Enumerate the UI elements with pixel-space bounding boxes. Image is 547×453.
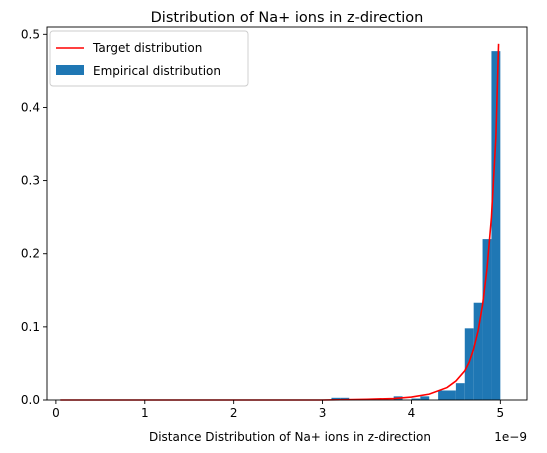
target-line-layer: [60, 43, 500, 401]
histogram-bar: [491, 51, 501, 401]
histogram-bar: [331, 397, 341, 400]
x-axis-label: Distance Distribution of Na+ ions in z-d…: [149, 430, 431, 444]
x-tick-label: 2: [230, 406, 238, 420]
y-tick-label: 0.3: [21, 174, 40, 188]
plot-area-frame: [46, 26, 528, 401]
y-tick-label: 0.2: [21, 247, 40, 261]
x-axis-offset-label: 1e−9: [494, 430, 527, 444]
y-tick-label: 0.5: [21, 27, 40, 41]
legend-label-target: Target distribution: [92, 41, 202, 55]
histogram-bar: [438, 390, 447, 400]
x-tick-label: 1: [141, 406, 149, 420]
target-distribution-line: [60, 43, 500, 401]
histogram-bar: [455, 383, 465, 400]
histogram-bar: [411, 398, 421, 400]
histogram-bars: [331, 51, 501, 401]
histogram-bar: [447, 390, 456, 400]
histogram-bar: [464, 328, 474, 400]
x-axis-ticks: 0 1 2 3 4 5: [52, 400, 504, 420]
legend: Target distribution Empirical distributi…: [49, 30, 249, 87]
y-tick-label: 0.0: [21, 393, 40, 407]
x-tick-label: 0: [52, 406, 60, 420]
legend-bar-swatch: [56, 65, 84, 75]
y-tick-label: 0.1: [21, 320, 40, 334]
chart-title: Distribution of Na+ ions in z-direction: [151, 10, 424, 26]
x-tick-label: 5: [497, 406, 505, 420]
legend-label-empirical: Empirical distribution: [93, 64, 221, 78]
legend-box: [49, 30, 249, 87]
y-tick-label: 0.4: [21, 100, 40, 114]
histogram-bar: [482, 239, 492, 400]
x-tick-label: 4: [408, 406, 416, 420]
x-tick-label: 3: [319, 406, 327, 420]
y-axis-ticks: 0.0 0.1 0.2 0.3 0.4 0.5: [21, 27, 47, 407]
histogram-bar: [420, 396, 430, 400]
histogram-bar: [473, 302, 483, 400]
